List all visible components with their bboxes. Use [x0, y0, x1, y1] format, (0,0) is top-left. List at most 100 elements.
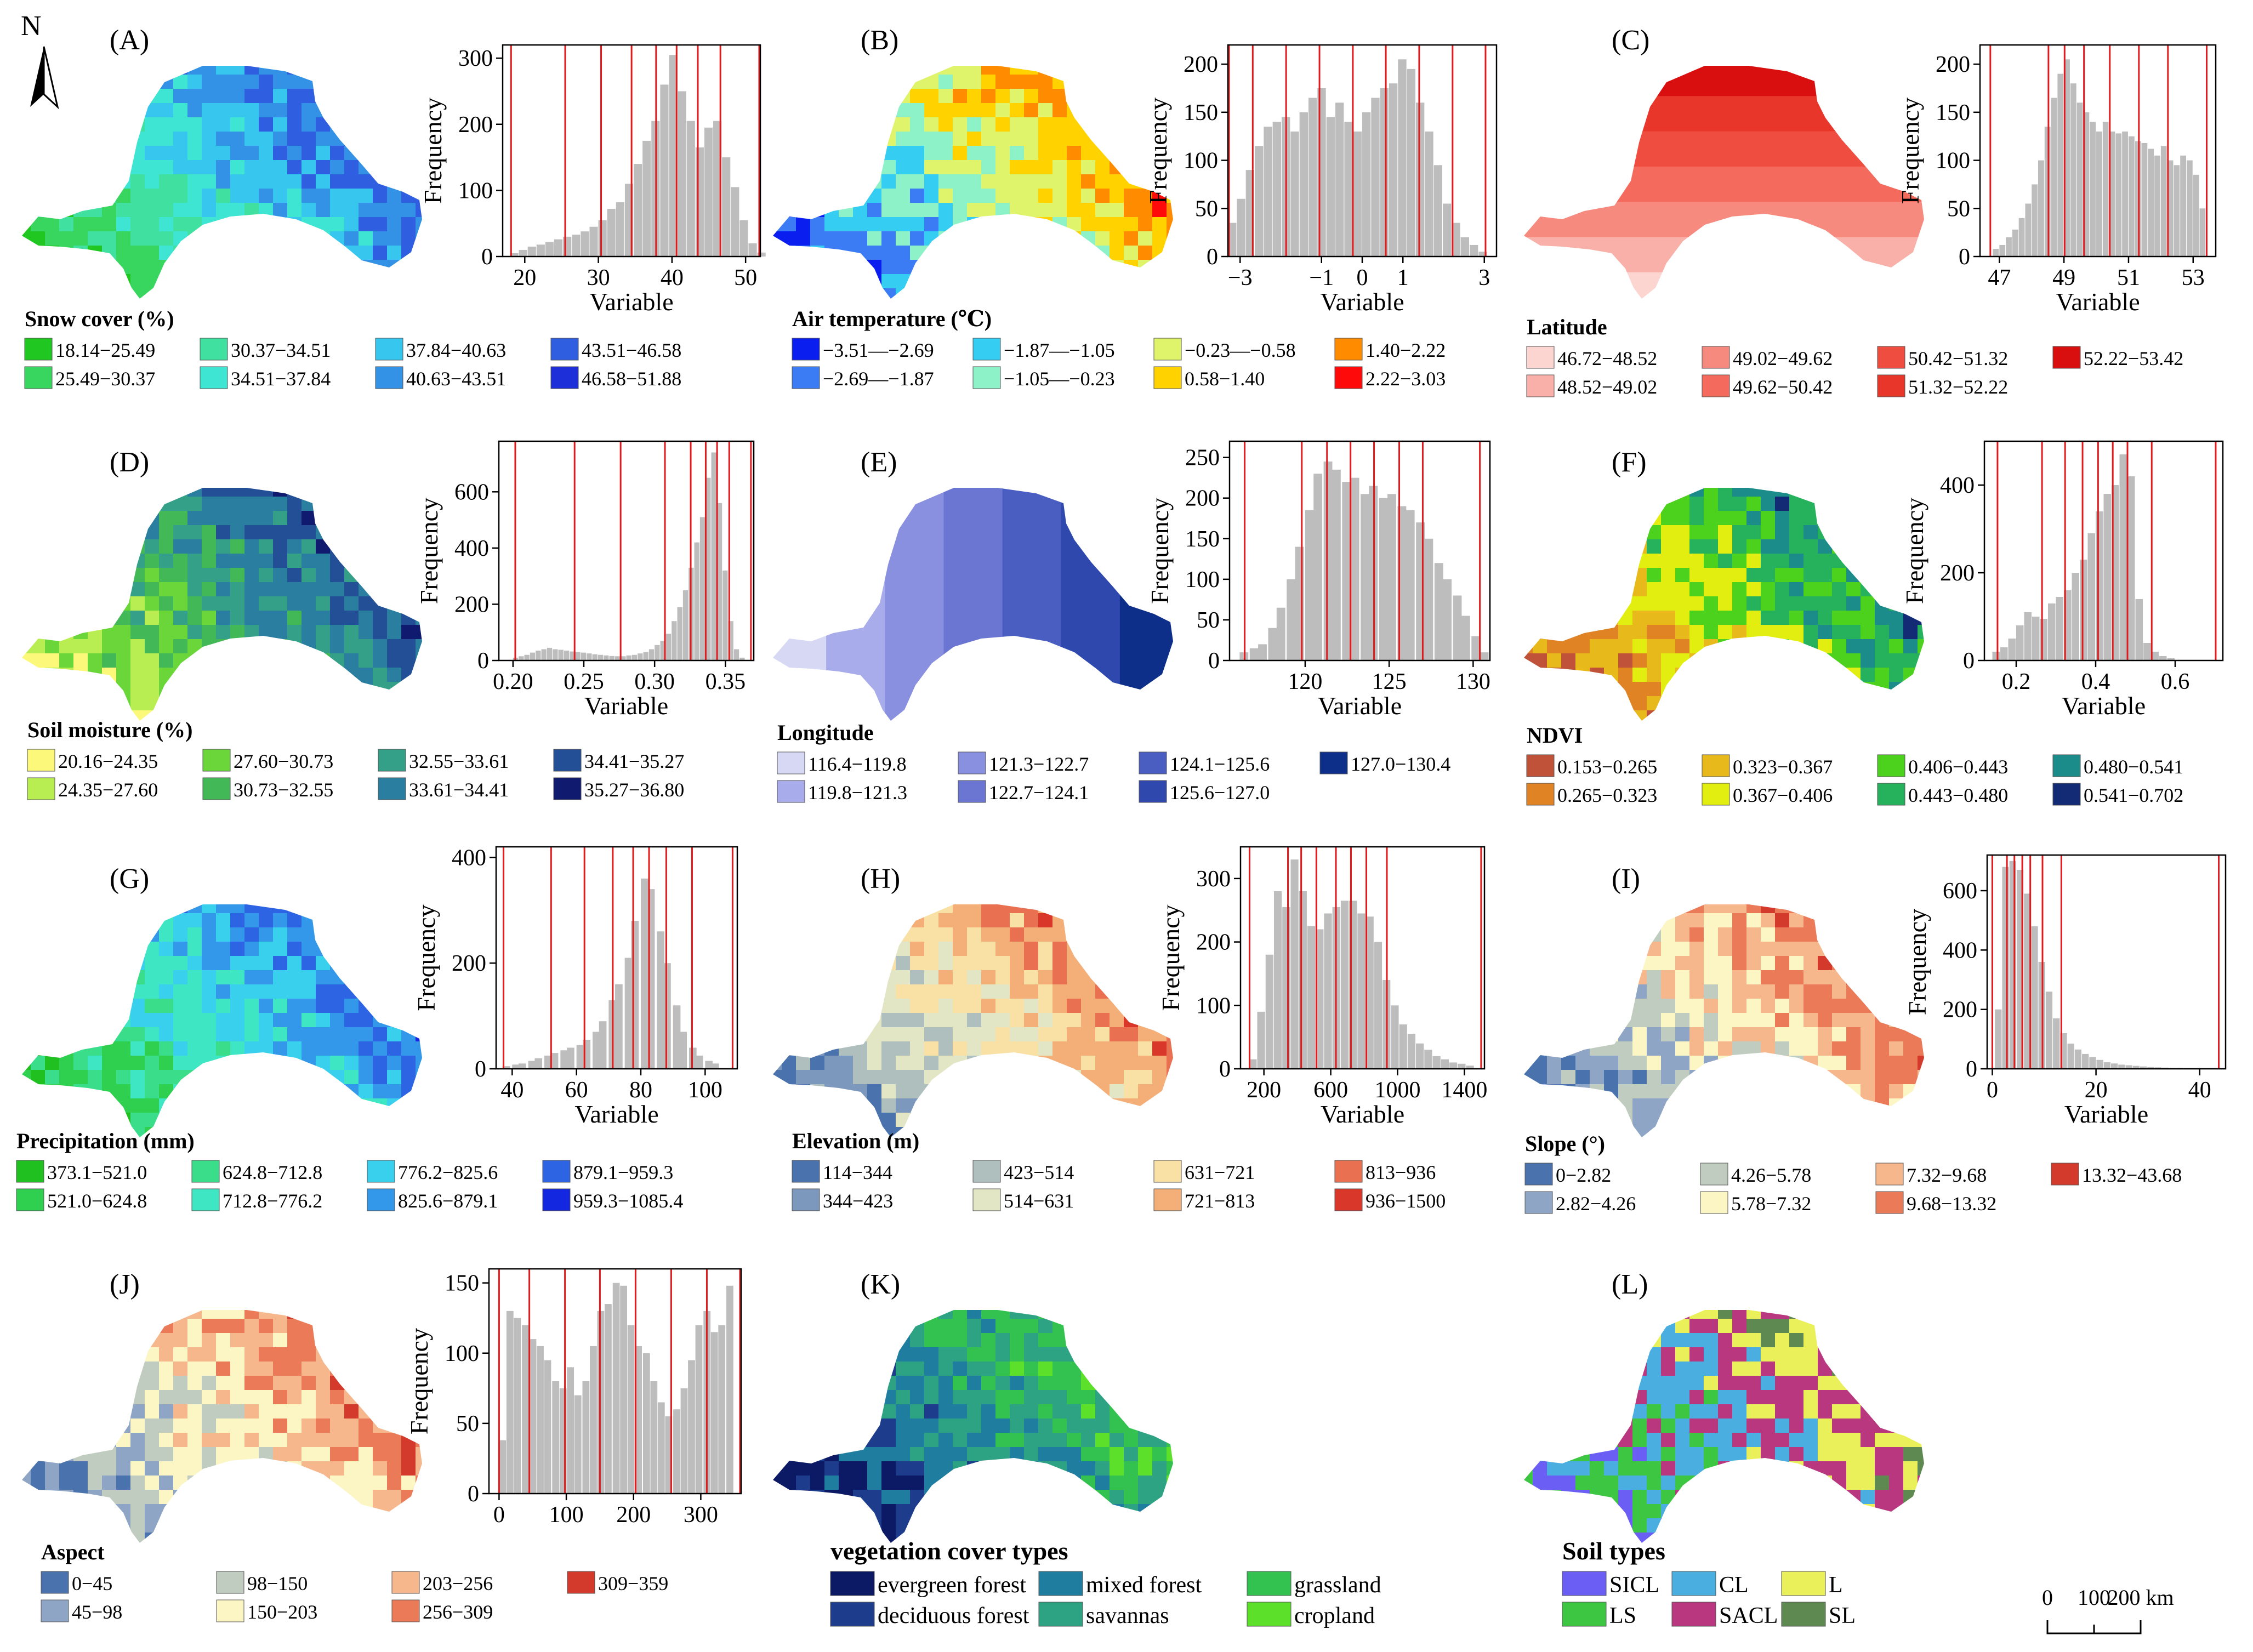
- map-cell: [387, 913, 402, 928]
- map-cell: [31, 1376, 45, 1391]
- map-cell: [1732, 539, 1747, 554]
- map-cell: [1861, 1113, 1875, 1127]
- map-cell: [1110, 1056, 1124, 1070]
- map-cell: [287, 999, 302, 1013]
- map-cell: [967, 66, 982, 75]
- map-cell: [1138, 288, 1153, 299]
- map-cell: [116, 554, 131, 568]
- map-cell: [1524, 984, 1533, 999]
- map-cell: [839, 132, 854, 146]
- map-cell: [244, 132, 259, 146]
- map-cell: [244, 1113, 259, 1127]
- map-cell: [416, 1056, 422, 1070]
- map-cell: [373, 568, 388, 583]
- map-cell: [22, 984, 31, 999]
- map-cell: [187, 1362, 202, 1376]
- map-cell: [102, 189, 117, 203]
- map-cell: [995, 984, 1010, 999]
- legend-swatch: [972, 1160, 1001, 1183]
- map-cell: [1524, 554, 1533, 568]
- map-cell: [1024, 984, 1039, 999]
- map-cell: [88, 1084, 103, 1099]
- map-cell: [401, 497, 416, 511]
- map-cell: [1067, 203, 1082, 218]
- map-cell: [1632, 1056, 1647, 1070]
- map-cell: [1647, 999, 1662, 1013]
- map-cell: [202, 1504, 217, 1519]
- map-cell: [273, 1547, 288, 1562]
- map-cell: [401, 1518, 416, 1533]
- legend-label: 121.3−122.7: [989, 753, 1089, 775]
- map-cell: [244, 1310, 259, 1319]
- map-cell: [230, 66, 245, 75]
- legend-swatch: [777, 780, 805, 803]
- map-cell: [1138, 1113, 1153, 1127]
- map-cell: [387, 956, 402, 971]
- map-cell: [1561, 639, 1576, 654]
- map-cell: [796, 999, 811, 1013]
- map-cell: [373, 1319, 388, 1334]
- map-cell: [1789, 1141, 1804, 1156]
- map-cell: [782, 1113, 796, 1127]
- map-cell: [810, 956, 825, 971]
- map-cell: [953, 132, 968, 146]
- map-cell: [230, 1113, 245, 1127]
- map-cell: [1152, 231, 1167, 246]
- map-cell: [881, 260, 896, 275]
- map-cell: [88, 1447, 103, 1462]
- map-cell: [102, 1518, 117, 1533]
- map-cell: [1632, 554, 1647, 568]
- map-cell: [1889, 913, 1904, 928]
- map-cell: [273, 1433, 288, 1448]
- map-cell: [88, 956, 103, 971]
- map-cell: [88, 625, 103, 640]
- map-cell: [1861, 525, 1875, 540]
- map-cell: [1661, 904, 1676, 914]
- map-cell: [1761, 568, 1776, 583]
- histogram-bar: [581, 231, 589, 257]
- map-cell: [1846, 568, 1861, 583]
- map-cell: [316, 1041, 331, 1056]
- map-cell: [1889, 488, 1904, 497]
- map-cell: [216, 942, 231, 956]
- map-cell: [1618, 582, 1633, 597]
- map-cell: [401, 1070, 416, 1085]
- y-tick-label: 100: [445, 1341, 479, 1366]
- map-cell: [173, 89, 188, 104]
- map-cell: [1803, 725, 1818, 739]
- map-cell: [301, 189, 316, 203]
- map-cell: [159, 231, 174, 246]
- map-cell: [1010, 904, 1025, 914]
- map-cell: [1661, 1056, 1676, 1070]
- map-cell: [22, 1084, 31, 1099]
- map-cell: [1632, 904, 1647, 914]
- map-cell: [1038, 146, 1053, 161]
- map-cell: [416, 1013, 422, 1028]
- map-cell: [344, 288, 359, 299]
- map-cell: [1775, 913, 1790, 928]
- map-cell: [1167, 203, 1173, 218]
- map-cell: [1095, 1127, 1110, 1137]
- map-cell: [773, 203, 782, 218]
- legend-label: 721−813: [1185, 1190, 1255, 1212]
- map-cell: [244, 1433, 259, 1448]
- map-cell: [230, 1127, 245, 1137]
- map-cell: [202, 984, 217, 999]
- map-cell: [102, 160, 117, 175]
- map-cell: [102, 1070, 117, 1085]
- map-cell: [896, 913, 911, 928]
- map-cell: [1746, 625, 1761, 640]
- histogram-bar: [1299, 891, 1307, 1069]
- map-cell: [1803, 525, 1818, 540]
- map-cell: [824, 1113, 839, 1127]
- map-cell: [173, 904, 188, 914]
- map-cell: [1918, 1027, 1924, 1042]
- map-cell: [1732, 582, 1747, 597]
- map-cell: [1095, 303, 1110, 317]
- map-cell: [1789, 525, 1804, 540]
- map-cell: [159, 1404, 174, 1419]
- map-cell: [1918, 639, 1924, 654]
- map-cell: [853, 1013, 868, 1028]
- legend-label: 0.367−0.406: [1733, 784, 1833, 806]
